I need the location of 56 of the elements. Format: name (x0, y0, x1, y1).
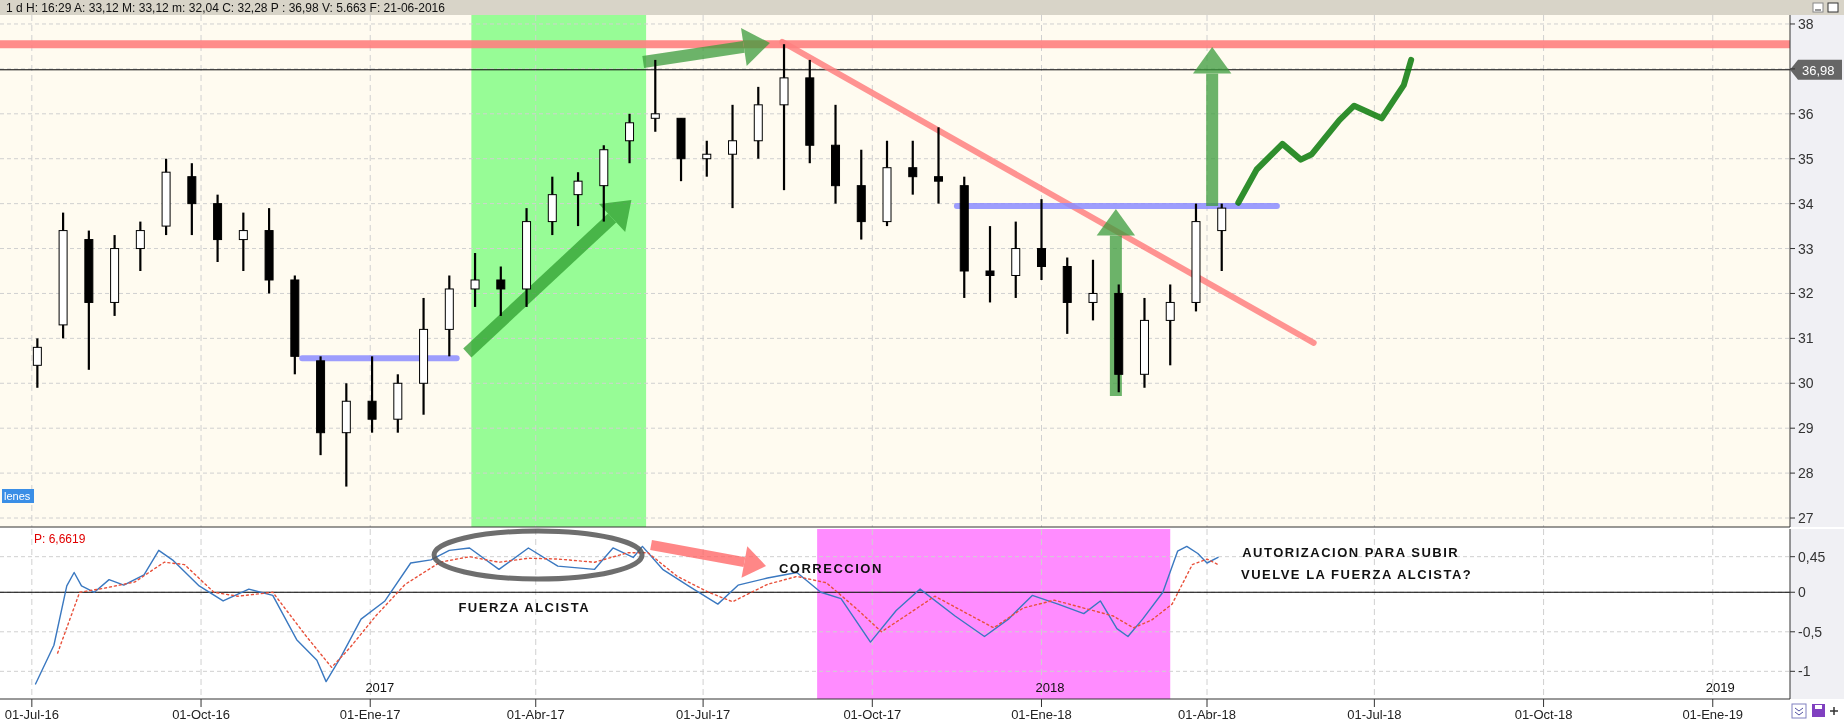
candlestick (367, 355, 377, 434)
candlestick (985, 224, 995, 304)
candlestick (32, 337, 42, 389)
y-tick-label: 32 (1798, 285, 1814, 302)
candlestick (625, 112, 635, 165)
y-tick-label: 31 (1798, 330, 1814, 347)
annotation: CORRECCION (778, 561, 883, 576)
y-tick-label: -0,5 (1798, 623, 1823, 640)
x-tick-label: 01-Ene-18 (1011, 707, 1072, 722)
x-tick-label: 01-Abr-18 (1178, 707, 1236, 722)
y-tick-label: 0,45 (1798, 548, 1826, 565)
annotation: FUERZA ALCISTA (458, 600, 591, 615)
candlestick (702, 139, 712, 178)
y-tick-label: 29 (1798, 420, 1814, 437)
candlestick (238, 211, 248, 273)
annotation: 2018 (1035, 680, 1065, 695)
annotation: 2017 (365, 680, 395, 695)
x-tick-label: 01-Ene-19 (1682, 707, 1744, 722)
candlestick (1088, 258, 1098, 322)
candlestick (470, 251, 480, 309)
candlestick (496, 265, 506, 318)
annotation: VUELVE LA FUERZA ALCISTA? (1240, 567, 1473, 582)
annotation: AUTORIZACION PARA SUBIR (1242, 545, 1460, 560)
line-series (34, 545, 1219, 685)
x-tick-label: 01-Ene-17 (339, 707, 401, 722)
y-tick-label: -1 (1798, 663, 1811, 680)
candlestick (728, 103, 738, 210)
y-tick-label: 27 (1798, 510, 1814, 527)
x-tick-label: 01-Jul-18 (1347, 707, 1402, 722)
candlestick (135, 220, 145, 273)
annotation: lenes (4, 490, 31, 502)
candlestick (1036, 198, 1046, 282)
annotation: 2019 (1705, 680, 1735, 695)
candlestick (1217, 202, 1227, 273)
x-tick-label: 01-Jul-16 (4, 707, 59, 722)
x-tick-label: 01-Oct-17 (843, 707, 902, 722)
y-tick-label: 30 (1798, 375, 1814, 392)
line-series (56, 552, 1219, 669)
candlestick (1165, 283, 1175, 367)
y-tick-label: 0 (1798, 584, 1806, 601)
x-tick-label: 01-Oct-18 (1514, 707, 1573, 722)
x-tick-label: 01-Abr-17 (506, 707, 565, 722)
chart-title: 1 d H: 16:29 A: 33,12 M: 33,12 m: 32,04 C: 32,28 P : 36,98 V: 5.663 F: 21-06-2016 (6, 1, 446, 15)
chart-title: P: 6,6619 (34, 532, 86, 546)
candlestick (573, 171, 583, 228)
y-tick-label: 36 (1798, 105, 1814, 122)
y-tick-label: 34 (1798, 195, 1814, 212)
y-tick-label: 35 (1798, 150, 1814, 167)
y-tick-label: 33 (1798, 240, 1814, 257)
x-tick-label: 01-Oct-16 (172, 707, 230, 722)
y-tick-label: 38 (1798, 15, 1814, 32)
x-tick-label: 01-Jul-17 (676, 707, 731, 722)
candlestick (908, 139, 918, 196)
ref-line-label: 36,98 (1802, 62, 1835, 78)
y-tick-label: 28 (1798, 465, 1814, 482)
candlestick (934, 126, 944, 205)
